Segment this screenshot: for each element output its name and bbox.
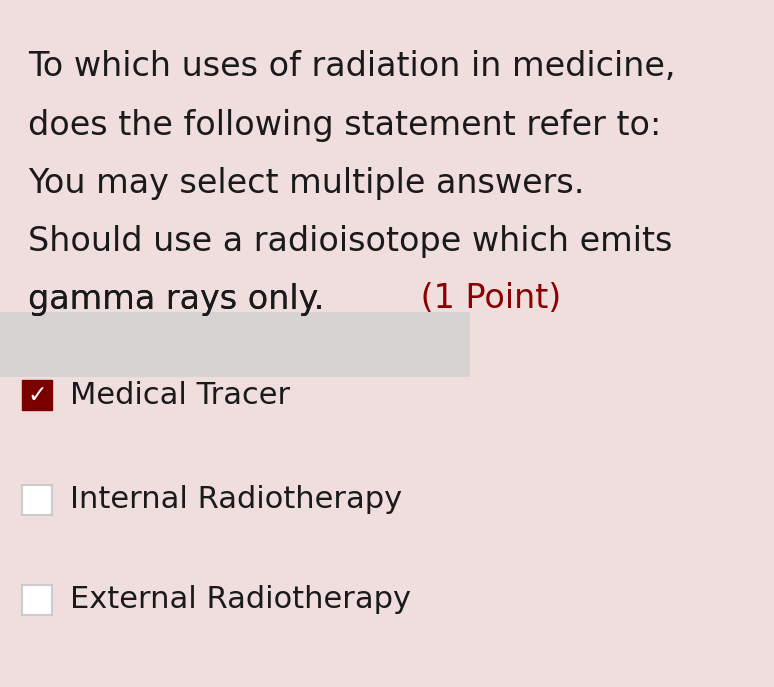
- FancyBboxPatch shape: [22, 585, 52, 615]
- Text: To which uses of radiation in medicine,: To which uses of radiation in medicine,: [28, 51, 676, 84]
- Text: gamma rays only.: gamma rays only.: [28, 282, 324, 315]
- Text: does the following statement refer to:: does the following statement refer to:: [28, 109, 661, 142]
- Text: (1 Point): (1 Point): [410, 282, 562, 315]
- Text: You may select multiple answers.: You may select multiple answers.: [28, 166, 584, 199]
- FancyBboxPatch shape: [0, 312, 470, 377]
- FancyBboxPatch shape: [22, 380, 52, 410]
- Text: External Radiotherapy: External Radiotherapy: [70, 585, 411, 614]
- Text: gamma rays only.: gamma rays only.: [28, 282, 324, 315]
- Text: ✓: ✓: [27, 383, 47, 407]
- Text: Internal Radiotherapy: Internal Radiotherapy: [70, 486, 402, 515]
- FancyBboxPatch shape: [22, 485, 52, 515]
- Text: Medical Tracer: Medical Tracer: [70, 381, 290, 409]
- Text: Should use a radioisotope which emits: Should use a radioisotope which emits: [28, 225, 673, 258]
- Text: gamma rays only. (1 Point): gamma rays only. (1 Point): [28, 282, 476, 315]
